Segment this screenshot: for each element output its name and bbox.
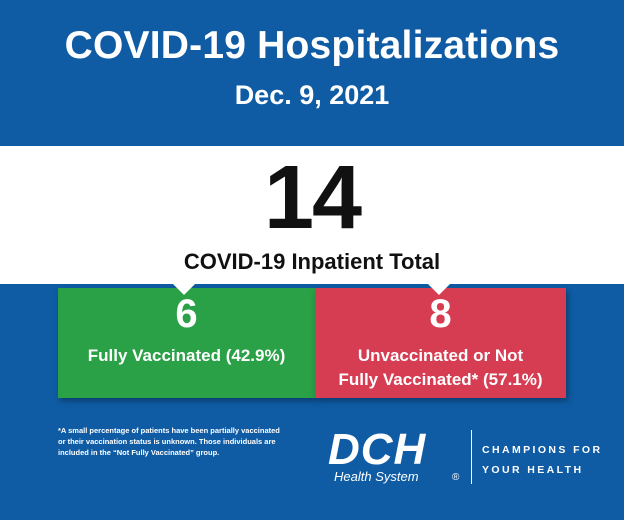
red-pointer-arrow bbox=[427, 283, 451, 295]
logo-registered: ® bbox=[452, 472, 460, 483]
inpatient-total-label: COVID-19 Inpatient Total bbox=[183, 249, 441, 274]
fully-vaccinated-label: Fully Vaccinated (42.9%) bbox=[58, 344, 315, 368]
logo-mark: DCH bbox=[328, 425, 427, 474]
green-pointer-arrow bbox=[172, 283, 196, 295]
unvaccinated-panel: 8 Unvaccinated or Not Fully Vaccinated* … bbox=[315, 288, 566, 398]
footnote: *A small percentage of patients have bee… bbox=[58, 425, 288, 458]
tagline-line2: YOUR HEALTH bbox=[482, 464, 584, 476]
unvaccinated-label-line2: Fully Vaccinated* (57.1%) bbox=[338, 370, 543, 389]
total-band bbox=[0, 146, 624, 284]
logo-divider bbox=[471, 430, 472, 484]
inpatient-total-value: 14 bbox=[263, 148, 362, 248]
fully-vaccinated-label-line1: Fully Vaccinated (42.9%) bbox=[87, 346, 286, 365]
tagline: CHAMPIONS FOR YOUR HEALTH bbox=[482, 440, 602, 480]
unvaccinated-label: Unvaccinated or Not Fully Vaccinated* (5… bbox=[315, 344, 566, 392]
report-date: Dec. 9, 2021 bbox=[234, 80, 390, 110]
unvaccinated-label-line1: Unvaccinated or Not bbox=[357, 346, 524, 365]
tagline-line1: CHAMPIONS FOR bbox=[482, 444, 603, 456]
page-title: COVID-19 Hospitalizations bbox=[64, 24, 560, 67]
logo-subtitle: Health System bbox=[334, 469, 419, 484]
fully-vaccinated-panel: 6 Fully Vaccinated (42.9%) bbox=[58, 288, 315, 398]
dch-logo: DCH Health System ® bbox=[328, 428, 468, 488]
fully-vaccinated-count: 6 bbox=[175, 292, 198, 336]
unvaccinated-count: 8 bbox=[429, 292, 452, 336]
footnote-line3: included in the “Not Fully Vaccinated” g… bbox=[58, 448, 220, 457]
footnote-line1: *A small percentage of patients have bee… bbox=[58, 426, 280, 435]
footnote-line2: or their vaccination status is unknown. … bbox=[58, 437, 276, 446]
